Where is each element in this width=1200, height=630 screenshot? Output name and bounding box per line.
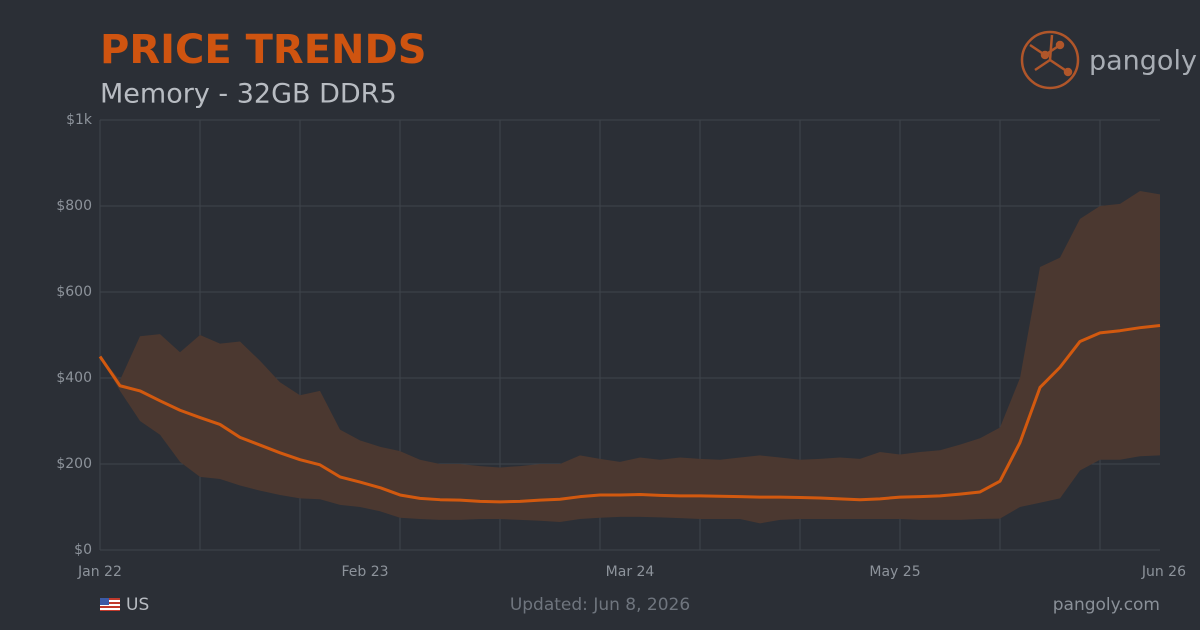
- y-tick-label: $1k: [66, 112, 93, 128]
- y-tick-label: $200: [56, 456, 92, 472]
- x-tick-label: Mar 24: [606, 564, 655, 580]
- y-tick-label: $400: [56, 370, 92, 386]
- x-tick-label: Jun 26: [1141, 564, 1186, 580]
- x-tick-label: May 25: [869, 564, 920, 580]
- brand-name: pangoly: [1089, 46, 1197, 77]
- region-label[interactable]: US: [126, 595, 149, 615]
- average-price-line: [98, 324, 1161, 504]
- us-flag: [100, 598, 120, 611]
- y-tick-label: $600: [56, 284, 92, 300]
- chart-title: PRICE TRENDS: [100, 27, 427, 73]
- brand-logo: [1020, 30, 1080, 90]
- x-tick-label: Feb 23: [341, 564, 388, 580]
- x-tick-label: Jan 22: [77, 564, 122, 580]
- updated-label: Updated: Jun 8, 2026: [510, 595, 690, 615]
- y-tick-label: $800: [56, 198, 92, 214]
- price-range-band: [100, 190, 1160, 524]
- site-link[interactable]: pangoly.com: [1053, 595, 1160, 615]
- y-tick-label: $0: [74, 542, 92, 558]
- chart-subtitle: Memory - 32GB DDR5: [100, 79, 397, 110]
